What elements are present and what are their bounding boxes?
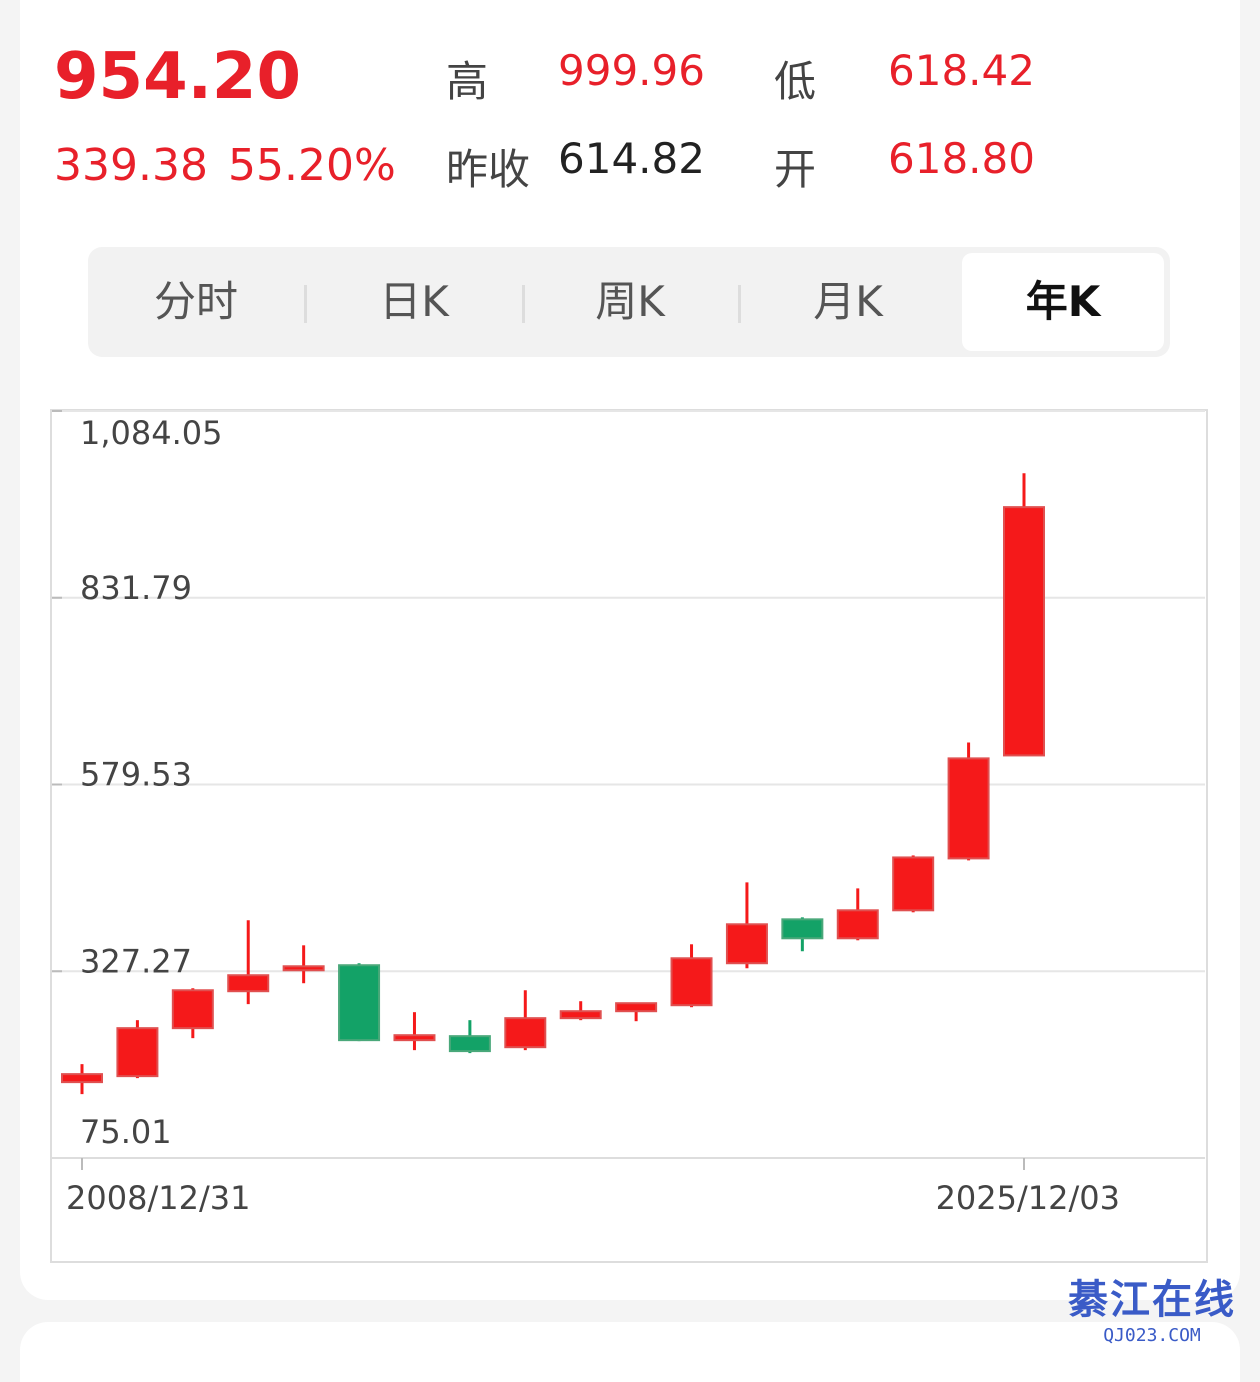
prev-close-label: 昨收 xyxy=(446,145,531,194)
watermark-url: QJ023.COM xyxy=(1103,1325,1201,1346)
y-tick-label: 831.79 xyxy=(80,569,192,607)
candle-body xyxy=(171,989,214,1030)
x-tick-label: 2025/12/03 xyxy=(936,1179,1120,1217)
high: 999.96 xyxy=(558,46,705,95)
candle-body xyxy=(227,974,270,993)
watermark-title: 綦江在线 xyxy=(1068,1277,1236,1323)
candle-body xyxy=(559,1010,602,1020)
candle-body xyxy=(615,1002,658,1013)
change: 339.38 xyxy=(54,140,208,191)
candle-body xyxy=(282,965,325,972)
candle-body xyxy=(61,1073,103,1084)
candle-body xyxy=(947,757,990,860)
prev-close: 614.82 xyxy=(558,134,705,183)
tab[interactable]: 月K xyxy=(813,277,883,326)
candle-body xyxy=(393,1034,436,1042)
candle-body xyxy=(448,1035,491,1053)
open: 618.80 xyxy=(888,134,1035,183)
candle-body xyxy=(892,856,935,912)
watermark: 綦江在线 QJ023.COM xyxy=(1068,1267,1236,1346)
tab[interactable]: 周K xyxy=(595,277,665,326)
high-label: 高 xyxy=(446,57,489,106)
candle-body xyxy=(116,1027,159,1078)
divider xyxy=(304,285,307,323)
candle-body xyxy=(504,1017,547,1049)
low: 618.42 xyxy=(888,46,1035,95)
period-tabs: 分时 日K 周K 月K 年K xyxy=(88,247,1170,357)
y-tick-label: 1,084.05 xyxy=(80,414,223,452)
y-tick-label: 327.27 xyxy=(80,942,192,980)
candle-body xyxy=(725,923,768,965)
tab[interactable]: 分时 xyxy=(153,277,238,326)
tab-active[interactable]: 年K xyxy=(962,253,1164,351)
divider xyxy=(738,285,741,323)
y-tick-label: 75.01 xyxy=(80,1113,172,1151)
open-label: 开 xyxy=(774,145,817,194)
y-tick-label: 579.53 xyxy=(80,756,192,794)
price: 954.20 xyxy=(54,40,301,114)
candle-body xyxy=(338,964,381,1042)
divider xyxy=(522,285,525,323)
change-pct: 55.20% xyxy=(228,140,396,191)
x-tick-label: 2008/12/31 xyxy=(66,1179,250,1217)
candle-body xyxy=(1003,506,1045,757)
candle-body xyxy=(836,909,879,940)
candle-body xyxy=(670,957,713,1007)
tab[interactable]: 日K xyxy=(379,277,449,326)
low-label: 低 xyxy=(774,57,817,106)
candle-body xyxy=(781,918,824,940)
